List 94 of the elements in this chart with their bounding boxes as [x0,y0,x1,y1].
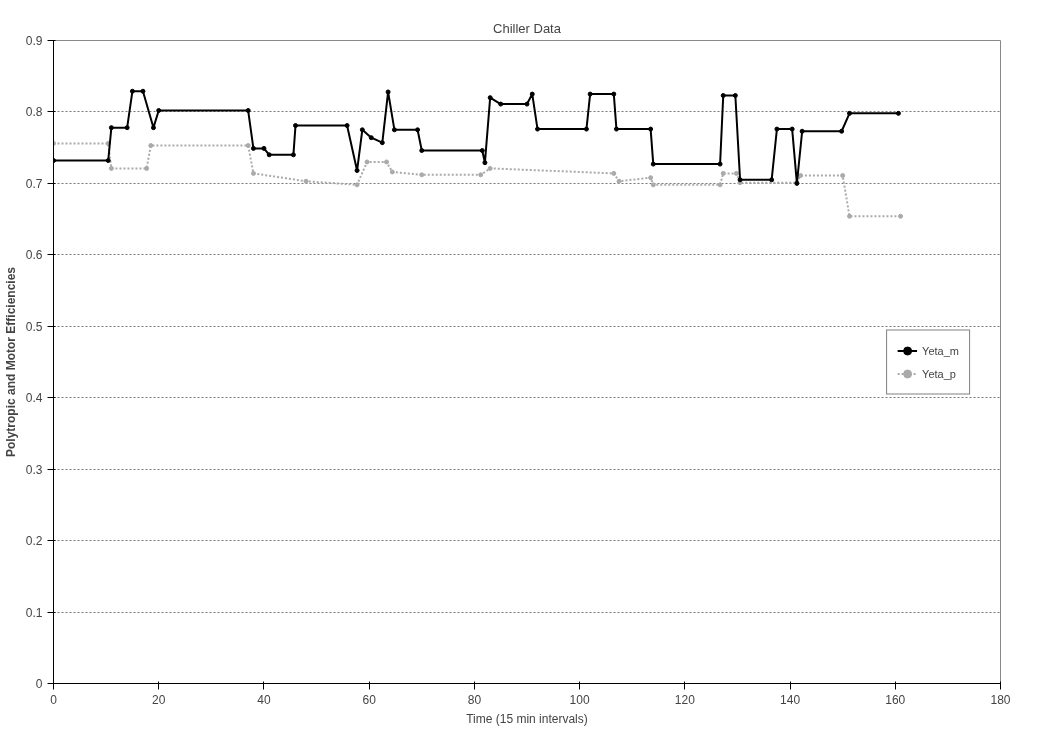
point [368,135,374,141]
point [250,145,256,151]
point [140,88,146,94]
point [354,168,360,174]
point [482,160,488,166]
point [250,170,256,176]
point [479,148,485,154]
legend-label: Yeta_m [922,344,959,356]
point [535,126,541,132]
point [789,126,795,132]
point [245,143,251,149]
point [774,126,780,132]
point [389,169,395,175]
point [616,178,622,184]
point [266,152,272,158]
point [733,170,739,176]
point [385,89,391,95]
point [611,91,617,97]
point [648,126,654,132]
point [150,125,156,131]
point [650,161,656,167]
y-tick-label: 0 [35,677,43,691]
point [717,182,723,188]
point [303,178,309,184]
x-tick-label: 40 [257,692,271,707]
point [650,182,656,188]
y-tick-label: 0.7 [25,176,43,191]
point [583,126,589,132]
y-tick-label: 0.2 [25,534,43,549]
point [148,143,154,149]
x-tick-label: 140 [780,692,801,707]
point [419,148,425,154]
point [720,170,726,176]
point [529,91,535,97]
y-tick-label: 0.5 [25,319,43,334]
point [144,165,150,171]
point [290,152,296,158]
point [847,110,853,116]
y-tick-label: 0.1 [25,605,43,620]
point [478,172,484,178]
x-tick-label: 180 [990,692,1011,707]
point [354,182,360,188]
point [391,127,397,133]
point [359,127,365,133]
chart-title: Chiller Data [493,20,562,36]
point [840,173,846,179]
point [769,177,775,183]
y-tick-label: 0.8 [25,105,43,120]
point [895,110,901,116]
point [364,159,370,165]
point [384,159,390,165]
point [587,91,593,97]
point [798,173,804,179]
point [487,165,493,171]
point [898,213,904,219]
point [799,128,805,134]
x-tick-label: 60 [362,692,377,707]
x-tick-label: 160 [885,692,906,707]
y-tick-label: 0.4 [25,391,43,406]
point [261,145,267,151]
x-tick-label: 100 [569,692,590,707]
legend-label: Yeta_p [922,367,956,379]
y-tick-label: 0.6 [25,248,43,263]
point [129,88,135,94]
point [732,93,738,99]
point [124,125,130,131]
point [717,161,723,167]
y-tick-label: 0.3 [25,462,43,477]
y-tick-label: 0.9 [25,34,43,48]
point [611,170,617,176]
point [648,175,654,181]
point [293,123,299,129]
point [498,101,504,107]
x-axis-title: Time (15 min intervals) [466,711,588,726]
point [524,101,530,107]
point [720,93,726,99]
point [487,95,493,101]
point [613,126,619,132]
x-tick-label: 120 [674,692,696,707]
point [108,125,114,131]
point [379,140,385,146]
point [415,127,421,133]
x-tick-label: 20 [152,692,166,707]
x-tick-label: 0 [50,692,58,707]
x-tick-label: 80 [467,692,482,707]
point [105,158,111,164]
point [156,108,162,114]
point [108,165,114,171]
point [419,172,425,178]
point [245,108,251,114]
y-axis-title: Polytropic and Motor Efficiencies [3,266,18,458]
point [344,123,350,129]
point [839,128,845,134]
point [847,213,853,219]
